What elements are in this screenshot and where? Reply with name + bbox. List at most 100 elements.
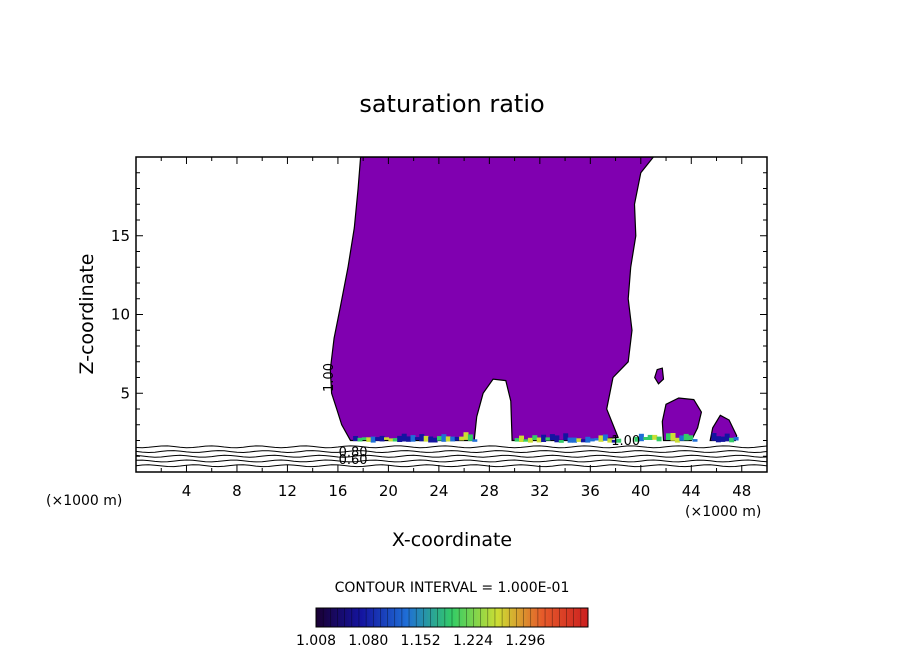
isoline [136,459,767,463]
x-tick-label: 4 [182,482,192,500]
band-cell [602,434,608,441]
x-tick-label: 44 [682,482,701,500]
isoline [136,464,767,468]
colorbar: 1.008 1.080 1.152 1.224 1.296 [296,607,589,649]
band-cell [445,436,451,442]
band-cell [724,433,730,442]
band-cell [554,435,560,443]
x-tick-label: 12 [278,482,297,500]
band-cell [652,434,658,440]
band-cell [514,438,520,442]
band-cell [432,437,438,443]
band-cell [519,435,524,442]
x-tick-label: 16 [328,482,347,500]
colorbar-tick-label: 1.080 [348,633,388,649]
contour-isolines [136,445,767,468]
y-axis-label: Z-coordinate [76,254,98,375]
band-cell [375,437,381,441]
x-tick-label: 28 [480,482,499,500]
band-cell [370,436,376,443]
supersaturation-bands [353,432,739,443]
colorbar-tick-label: 1.152 [401,633,441,649]
band-cell [423,435,429,442]
x-axis-ticks: 4 8 12 16 20 24 28 32 36 40 44 48 [160,157,751,500]
band-cell [729,437,735,443]
band-cell [634,436,640,442]
band-cell [410,435,416,442]
contour-label-3: 0.60 [339,453,368,468]
contour-label-0: 1.00 [322,363,337,392]
band-cell [414,437,420,440]
x-tick-label: 36 [581,482,600,500]
saturated-main-region [329,157,655,442]
band-cell [688,435,694,441]
band-cell [674,437,680,443]
y-tick-label: 5 [120,384,130,402]
chart-title: saturation ratio [359,90,544,118]
band-cell [397,435,403,442]
band-cell [589,438,595,442]
band-cell [733,436,739,441]
band-cell [450,436,456,442]
colorbar-ticks: 1.008 1.080 1.152 1.224 1.296 [296,608,589,649]
x-unit-left: (×1000 m) [46,493,122,509]
band-cell [692,439,698,442]
band-cell [594,438,600,441]
band-cell [549,434,555,441]
band-cell [401,433,407,442]
band-cell [536,437,542,443]
band-cell [467,434,473,441]
x-tick-label: 8 [232,482,242,500]
contour-label-1: 1.00 [611,434,640,449]
x-tick-label: 48 [732,482,751,500]
band-cell [611,439,617,443]
isoline [136,445,767,449]
x-tick-label: 24 [429,482,448,500]
isoline [136,450,767,454]
saturated-cell-0 [661,397,703,442]
band-cell [379,435,385,442]
band-cell [545,437,551,441]
band-cell [384,437,389,440]
band-cell [647,434,653,440]
band-cell [576,438,582,442]
band-cell [656,436,662,442]
band-cell [572,437,577,443]
contour-labels: 1.00 1.00 0.800.60 [322,363,640,468]
band-cell [580,439,586,443]
band-cell [563,433,569,441]
band-cell [357,437,363,442]
band-cell [388,438,394,442]
band-cell [527,437,533,443]
band-cell [607,438,613,443]
x-axis-label: X-coordinate [392,529,512,551]
band-cell [361,437,367,441]
x-unit-right: (×1000 m) [685,504,761,520]
band-cell [541,434,547,442]
y-tick-label: 10 [111,306,130,324]
isoline [136,454,767,458]
band-cell [715,436,721,443]
band-cell [558,440,564,443]
band-cell [441,434,447,442]
band-cell [666,433,671,440]
contour-label-2: 0.80 [339,445,368,460]
y-axis-ticks: 5 10 15 [111,172,767,457]
saturation-field [329,157,738,442]
band-cell [598,435,604,442]
saturated-cell-2 [654,367,665,385]
colorbar-tick-label: 1.008 [296,633,336,649]
band-cell [392,438,398,442]
band-cell [638,433,644,442]
band-cell [567,437,573,443]
band-cell [585,436,591,443]
band-cell [428,436,434,443]
band-cell [353,436,359,442]
colorbar-tick-label: 1.296 [505,633,545,649]
y-tick-label: 15 [111,227,130,245]
band-cell [670,433,676,441]
band-cell [366,437,372,442]
x-tick-label: 20 [379,482,398,500]
band-cell [532,435,538,441]
